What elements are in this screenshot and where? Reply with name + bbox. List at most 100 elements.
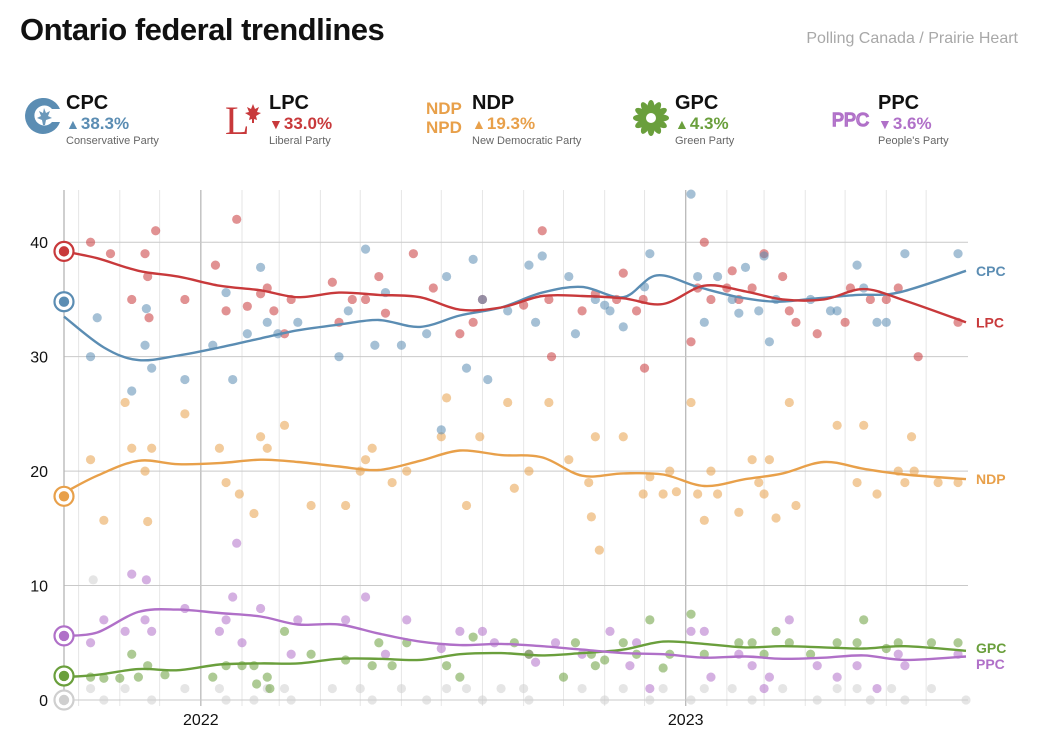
poll-point <box>455 672 465 682</box>
end-label-lpc: LPC <box>976 314 1004 330</box>
start-marker-dot <box>58 246 70 257</box>
poll-point <box>764 337 774 347</box>
poll-point <box>881 643 891 654</box>
poll-point <box>256 262 266 272</box>
party-name: New Democratic Party <box>472 135 582 147</box>
poll-point <box>859 615 869 625</box>
legend-item-lpc: L LPC ▼33.0% Liberal Party <box>223 90 413 150</box>
poll-point <box>699 317 709 327</box>
poll-point <box>221 695 231 705</box>
poll-point <box>455 626 465 636</box>
poll-point <box>893 283 903 293</box>
poll-point <box>832 683 842 694</box>
poll-point <box>85 638 96 648</box>
poll-point <box>140 615 150 625</box>
poll-point <box>396 340 407 350</box>
end-label-ppc: PPC <box>976 656 1005 672</box>
poll-point <box>256 603 266 614</box>
poll-point <box>734 308 744 318</box>
poll-point <box>699 237 709 247</box>
poll-point <box>754 477 764 488</box>
poll-point <box>262 443 272 453</box>
poll-point <box>693 271 703 282</box>
end-label-ndp: NDP <box>976 471 1006 487</box>
poll-point <box>402 615 412 625</box>
poll-point <box>262 317 272 327</box>
party-value: ▲4.3% <box>675 114 729 133</box>
poll-point <box>933 477 943 488</box>
poll-point <box>360 455 371 465</box>
start-marker-dot <box>58 670 70 682</box>
poll-point <box>249 508 259 519</box>
poll-point <box>900 695 910 705</box>
poll-point <box>256 432 266 442</box>
source-credit: Polling Canada / Prairie Heart <box>806 30 1018 47</box>
trend-arrow-icon: ▲ <box>675 116 689 132</box>
poll-point <box>85 352 96 362</box>
poll-point <box>483 374 493 385</box>
poll-point <box>422 695 432 705</box>
trend-lines <box>63 250 967 679</box>
poll-point <box>105 249 116 259</box>
trend-line-lpc <box>63 250 967 324</box>
poll-point <box>374 271 384 282</box>
poll-point <box>699 683 709 694</box>
chart-grid <box>64 190 968 706</box>
poll-point <box>852 661 862 671</box>
poll-point <box>639 363 650 373</box>
poll-point <box>140 340 150 350</box>
poll-point <box>133 672 143 682</box>
poll-point <box>524 466 534 476</box>
poll-point <box>208 672 218 682</box>
poll-point <box>147 363 157 373</box>
poll-point <box>99 695 109 705</box>
legend-item-gpc: GPC ▲4.3% Green Party <box>629 90 819 150</box>
poll-point <box>180 409 190 419</box>
poll-point <box>961 695 971 705</box>
poll-point <box>265 683 275 694</box>
poll-point <box>926 683 937 694</box>
poll-point <box>665 466 675 476</box>
poll-point <box>120 683 130 694</box>
poll-point <box>747 638 757 648</box>
poll-point <box>577 683 587 694</box>
poll-point <box>519 683 529 694</box>
party-name: Conservative Party <box>66 135 159 147</box>
poll-point <box>468 317 478 327</box>
poll-point <box>699 515 709 525</box>
poll-point <box>115 673 125 683</box>
poll-point <box>747 661 757 671</box>
poll-point <box>712 489 723 499</box>
poll-point <box>764 455 774 465</box>
poll-point <box>140 249 150 259</box>
poll-point <box>693 489 703 499</box>
trend-line-ppc <box>63 608 967 662</box>
poll-point <box>475 432 485 442</box>
poll-point <box>645 695 655 705</box>
poll-point <box>509 483 519 493</box>
poll-point <box>881 317 891 327</box>
poll-point <box>327 277 337 287</box>
poll-point <box>327 683 337 694</box>
poll-point <box>754 306 764 316</box>
poll-point <box>370 340 380 350</box>
poll-point <box>546 352 557 362</box>
gpc-logo-icon <box>633 100 669 136</box>
poll-point <box>791 317 801 327</box>
poll-point <box>893 649 903 659</box>
legend-item-cpc: CPC ▲38.3% Conservative Party <box>20 90 210 150</box>
poll-point <box>214 683 225 694</box>
poll-point <box>461 500 472 511</box>
poll-point <box>564 271 574 282</box>
poll-point <box>214 443 225 453</box>
poll-point <box>232 214 242 224</box>
trend-line-ndp <box>63 449 967 494</box>
poll-point <box>341 500 351 511</box>
poll-point <box>360 294 371 305</box>
poll-point <box>503 306 513 316</box>
poll-point <box>436 643 446 654</box>
poll-point <box>699 626 709 636</box>
poll-point <box>618 432 628 442</box>
poll-point <box>293 615 303 625</box>
poll-point <box>99 615 109 625</box>
